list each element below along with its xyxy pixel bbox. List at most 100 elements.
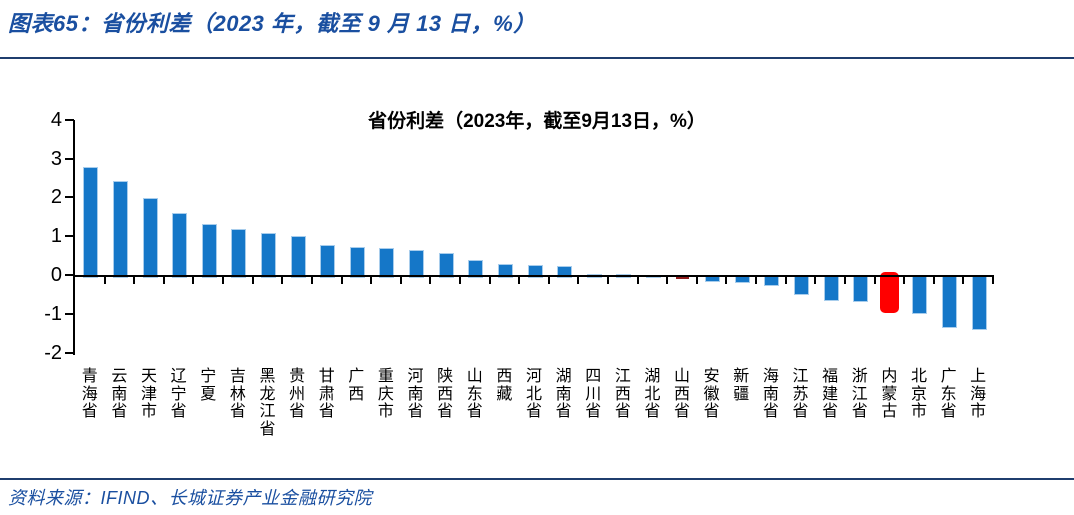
bar-广西 [349,246,365,278]
x-category-label: 北京市 [910,368,927,420]
x-category-label: 西藏 [496,368,513,403]
bar-青海省 [83,167,99,278]
x-axis-tick [222,276,225,284]
x-axis-tick [903,276,906,284]
bar-陕西省 [438,252,454,278]
y-axis-tick [65,351,74,354]
x-axis-tick [103,276,106,284]
x-category-label: 贵州省 [289,368,306,420]
bar-河南省 [409,250,425,278]
chart-title: 省份利差（2023年，截至9月13日，%） [368,111,706,132]
bar-重庆市 [379,247,395,278]
bar-宁夏 [201,223,217,278]
x-axis-tick [873,276,876,284]
x-axis-tick [251,276,254,284]
y-tick-label: -2 [44,341,62,364]
x-category-label: 山东省 [466,368,483,420]
x-category-label: 内蒙古 [881,368,898,420]
x-category-label: 青海省 [81,368,98,420]
y-tick-label: 3 [50,147,62,170]
x-category-label: 山西省 [674,368,691,420]
y-axis [73,120,75,355]
x-axis-tick [755,276,758,284]
y-axis-tick [65,312,74,315]
x-axis-tick [370,276,373,284]
bar-北京市 [912,276,928,315]
x-axis-tick [162,276,165,284]
x-category-label: 辽宁省 [170,368,187,420]
x-axis-tick [784,276,787,284]
x-category-label: 广西 [348,368,365,403]
x-category-label: 陕西省 [437,368,454,420]
y-tick-label: 4 [50,108,62,131]
y-axis-tick [65,118,74,121]
x-axis-tick [695,276,698,284]
bar-云南省 [112,180,128,278]
x-axis-tick [429,276,432,284]
bar-湖南省 [557,265,573,278]
x-category-label: 重庆市 [377,368,394,420]
bar-黑龙江省 [260,232,276,278]
x-category-label: 四川省 [585,368,602,420]
bar-上海市 [971,276,987,330]
bar-辽宁省 [172,213,188,278]
x-category-label: 云南省 [111,368,128,420]
bar-山西省 [675,276,689,280]
bar-江苏省 [794,276,810,296]
bar-天津市 [142,197,158,278]
x-category-label: 江苏省 [792,368,809,420]
bar-吉林省 [231,229,247,278]
bar-新疆 [734,276,750,284]
bar-内蒙古 [879,272,899,313]
x-axis-tick [518,276,521,284]
x-axis-tick [636,276,639,284]
bar-海南省 [764,276,780,287]
x-axis-tick [340,276,343,284]
x-category-label: 甘肃省 [318,368,335,420]
bar-广东省 [942,276,958,329]
bar-西藏 [497,263,513,278]
bottom-divider-line [0,478,1074,480]
bar-贵州省 [290,235,306,278]
x-category-label: 吉林省 [229,368,246,420]
x-category-label: 海南省 [762,368,779,420]
x-axis-tick [932,276,935,284]
x-axis-tick [547,276,550,284]
x-category-label: 浙江省 [851,368,868,420]
x-category-label: 上海市 [970,368,987,420]
x-axis-tick [814,276,817,284]
x-axis-tick [666,276,669,284]
x-category-label: 福建省 [822,368,839,420]
figure-title: 图表65：省份利差（2023 年，截至 9 月 13 日，%） [8,11,536,36]
x-axis-tick [725,276,728,284]
y-axis-tick [65,157,74,160]
x-category-label: 江西省 [614,368,631,420]
x-axis-tick [488,276,491,284]
x-axis-tick [992,276,994,284]
x-axis-tick [458,276,461,284]
y-tick-label: -1 [44,302,62,325]
x-category-label: 天津市 [141,368,158,420]
bar-甘肃省 [320,244,336,278]
x-axis-tick [577,276,580,284]
y-axis-tick [65,196,74,199]
y-axis-tick [65,274,74,276]
x-axis-tick [843,276,846,284]
source-text: 资料来源：IFIND、长城证券产业金融研究院 [8,488,372,508]
y-axis-tick [65,235,74,238]
bar-福建省 [823,276,839,302]
x-category-label: 河南省 [407,368,424,420]
x-category-label: 宁夏 [200,368,217,403]
bar-山东省 [468,260,484,278]
x-axis-tick [310,276,313,284]
x-category-label: 河北省 [525,368,542,420]
x-axis-tick [962,276,965,284]
x-axis-tick [399,276,402,284]
x-axis-tick [281,276,284,284]
top-divider-line [0,57,1074,59]
y-tick-label: 2 [50,186,62,209]
x-axis-tick [192,276,195,284]
x-axis-tick [133,276,136,284]
x-category-label: 安徽省 [703,368,720,420]
